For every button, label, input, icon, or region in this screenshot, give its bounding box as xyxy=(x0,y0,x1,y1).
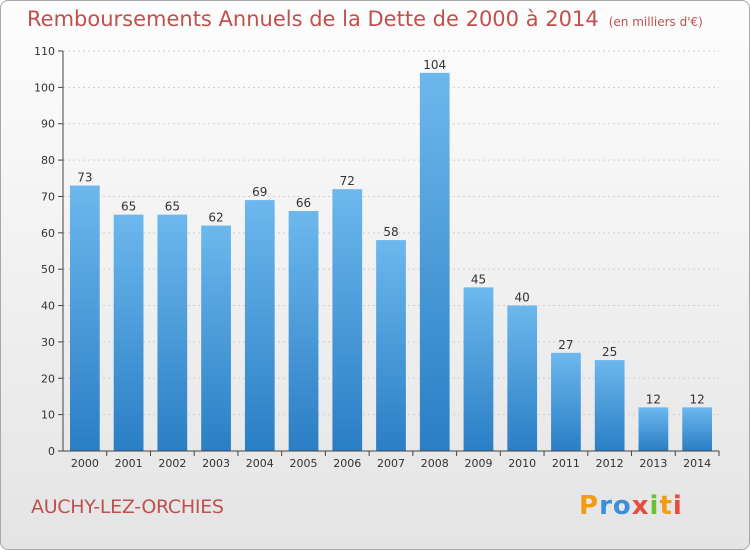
bar-2012 xyxy=(594,360,625,451)
commune-name: AUCHY-LEZ-ORCHIES xyxy=(31,496,224,518)
bar-2003 xyxy=(201,225,231,451)
chart-title-text: Remboursements Annuels de la Dette de 20… xyxy=(27,7,599,31)
logo-letter: o xyxy=(612,491,632,521)
logo-letter: P xyxy=(579,491,600,521)
x-tick-label-2000: 2000 xyxy=(71,457,99,470)
y-tick-label-90: 90 xyxy=(41,118,55,131)
bar-2011 xyxy=(551,352,581,451)
y-tick-label-80: 80 xyxy=(41,154,55,167)
bar-2006 xyxy=(332,189,363,451)
bar-2013 xyxy=(638,407,669,451)
bar-value-label-2011: 27 xyxy=(558,338,573,352)
y-tick-label-10: 10 xyxy=(41,409,55,422)
x-tick-label-2003: 2003 xyxy=(202,457,230,470)
bar-2000 xyxy=(69,185,100,451)
bar-2004 xyxy=(244,200,275,451)
bar-value-label-2001: 65 xyxy=(121,200,136,214)
y-tick-label-70: 70 xyxy=(41,190,55,203)
bar-value-label-2013: 12 xyxy=(646,392,661,406)
bar-value-label-2007: 58 xyxy=(383,225,398,239)
y-tick-label-50: 50 xyxy=(41,263,55,276)
y-axis: 0 10 20 30 40 50 60 70 80 90 100 110 xyxy=(34,45,64,458)
bar-2005 xyxy=(288,211,319,451)
logo-letter: i xyxy=(649,491,660,521)
bar-2014 xyxy=(682,407,713,451)
bar-2001 xyxy=(113,214,144,451)
y-tick-label-100: 100 xyxy=(34,81,55,94)
x-tick-label-2014: 2014 xyxy=(683,457,711,470)
x-tick-label-2007: 2007 xyxy=(377,457,405,470)
chart-title: Remboursements Annuels de la Dette de 20… xyxy=(27,7,703,31)
bar-2010 xyxy=(507,305,538,451)
bar-value-label-2008: 104 xyxy=(423,58,446,72)
bar-2009 xyxy=(463,287,494,451)
bar-value-label-2009: 45 xyxy=(471,272,486,286)
bar-value-label-2006: 72 xyxy=(340,174,355,188)
y-tick-label-60: 60 xyxy=(41,227,55,240)
bar-2008 xyxy=(419,72,450,452)
bar-value-label-2010: 40 xyxy=(515,291,530,305)
bar-2002 xyxy=(157,214,188,451)
x-tick-label-2013: 2013 xyxy=(639,457,667,470)
y-tick-label-40: 40 xyxy=(41,300,55,313)
x-tick-label-2009: 2009 xyxy=(464,457,492,470)
bar-value-label-2004: 69 xyxy=(252,185,267,199)
y-tick-label-20: 20 xyxy=(41,372,55,385)
logo-letter: r xyxy=(599,491,613,521)
x-tick-label-2012: 2012 xyxy=(596,457,624,470)
logo-letter: t xyxy=(659,491,673,521)
y-tick-label-110: 110 xyxy=(34,45,55,58)
bar-value-label-2002: 65 xyxy=(165,200,180,214)
bars: 73 65 65 62 69 66 72 58 104 45 40 27 25 12 12 xyxy=(69,58,713,452)
bar-value-label-2012: 25 xyxy=(602,345,617,359)
x-tick-label-2006: 2006 xyxy=(333,457,361,470)
bar-value-label-2014: 12 xyxy=(689,392,704,406)
x-tick-label-2010: 2010 xyxy=(508,457,536,470)
x-tick-label-2008: 2008 xyxy=(421,457,449,470)
logo-letter: x xyxy=(631,491,650,521)
x-axis: 2000 2001 2002 2003 2004 2005 2006 2007 2008 2009… xyxy=(63,450,720,470)
x-tick-label-2005: 2005 xyxy=(290,457,318,470)
y-tick-label-30: 30 xyxy=(41,336,55,349)
bar-value-label-2003: 62 xyxy=(208,211,223,225)
bar-value-label-2000: 73 xyxy=(77,171,92,185)
bar-2007 xyxy=(376,240,406,451)
logo-letter: i xyxy=(672,491,683,521)
x-tick-label-2002: 2002 xyxy=(158,457,186,470)
y-tick-label-0: 0 xyxy=(48,445,55,458)
proxiti-logo: Proxiti xyxy=(579,491,683,521)
x-tick-label-2011: 2011 xyxy=(552,457,580,470)
bar-value-label-2005: 66 xyxy=(296,196,311,210)
x-tick-label-2004: 2004 xyxy=(246,457,274,470)
chart-title-unit: (en milliers d'€) xyxy=(608,15,703,29)
x-tick-label-2001: 2001 xyxy=(115,457,143,470)
